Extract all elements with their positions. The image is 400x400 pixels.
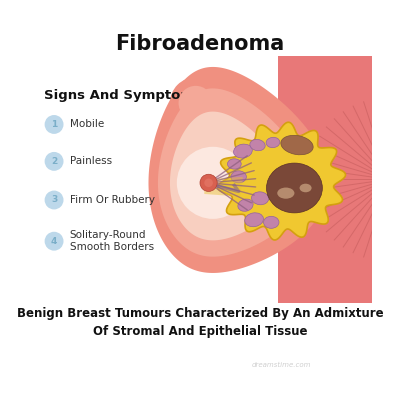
Bar bbox=[278, 56, 372, 303]
Polygon shape bbox=[148, 67, 329, 273]
Text: Mobile: Mobile bbox=[70, 120, 104, 130]
Text: Solitary-Round
Smooth Borders: Solitary-Round Smooth Borders bbox=[70, 230, 154, 252]
Circle shape bbox=[45, 115, 64, 134]
Text: 1: 1 bbox=[51, 120, 57, 129]
Ellipse shape bbox=[231, 171, 246, 183]
Ellipse shape bbox=[266, 137, 280, 148]
Ellipse shape bbox=[238, 199, 253, 211]
Circle shape bbox=[204, 178, 213, 187]
Circle shape bbox=[178, 86, 213, 120]
Ellipse shape bbox=[300, 184, 312, 192]
Text: Fibroadenoma: Fibroadenoma bbox=[115, 34, 285, 54]
Ellipse shape bbox=[252, 192, 269, 205]
Circle shape bbox=[177, 147, 249, 219]
Ellipse shape bbox=[250, 140, 265, 151]
Text: Painless: Painless bbox=[70, 156, 112, 166]
Text: dreamstime.com: dreamstime.com bbox=[252, 362, 311, 368]
Circle shape bbox=[45, 152, 64, 171]
Ellipse shape bbox=[264, 216, 279, 228]
Text: Signs And Symptoms: Signs And Symptoms bbox=[44, 89, 202, 102]
Text: 2: 2 bbox=[51, 157, 57, 166]
Ellipse shape bbox=[277, 188, 294, 199]
Circle shape bbox=[45, 190, 64, 210]
Circle shape bbox=[170, 77, 222, 129]
Circle shape bbox=[45, 232, 64, 251]
Text: Benign Breast Tumours Characterized By An Admixture
Of Stromal And Epithelial Ti: Benign Breast Tumours Characterized By A… bbox=[17, 307, 383, 338]
Ellipse shape bbox=[245, 213, 264, 227]
Polygon shape bbox=[218, 122, 346, 240]
Polygon shape bbox=[204, 177, 243, 196]
Text: 3: 3 bbox=[51, 196, 57, 204]
Ellipse shape bbox=[281, 135, 313, 155]
Ellipse shape bbox=[234, 144, 252, 158]
Text: Firm Or Rubbery: Firm Or Rubbery bbox=[70, 195, 154, 205]
Circle shape bbox=[200, 174, 217, 192]
Text: 4: 4 bbox=[51, 237, 57, 246]
Ellipse shape bbox=[228, 159, 241, 169]
Polygon shape bbox=[170, 112, 282, 240]
Ellipse shape bbox=[266, 163, 322, 213]
Polygon shape bbox=[158, 88, 306, 257]
